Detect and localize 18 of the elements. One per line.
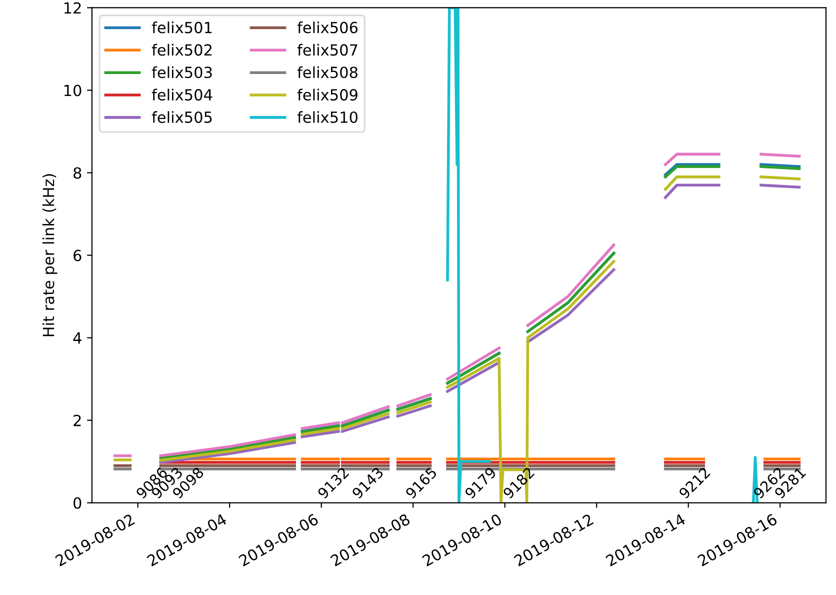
legend-label: felix501 — [152, 21, 212, 34]
legend-label: felix510 — [297, 111, 358, 124]
legend-label: felix502 — [152, 44, 212, 56]
legend-label: felix507 — [297, 44, 358, 56]
legend-label: felix503 — [152, 66, 212, 78]
y-tick-label: 4 — [73, 332, 82, 344]
legend-label: felix504 — [152, 88, 212, 101]
y-tick-label: 0 — [74, 497, 82, 509]
legend-label: felix506 — [297, 21, 358, 34]
y-tick-label: 2 — [74, 414, 81, 426]
legend-label: felix508 — [297, 66, 358, 78]
legend-label: felix509 — [297, 88, 358, 101]
y-tick-label: 8 — [74, 167, 82, 179]
y-axis-title: Hit rate per link (kHz) — [42, 174, 58, 336]
y-tick-label: 6 — [74, 250, 82, 262]
y-tick-label: 12 — [64, 2, 81, 14]
legend-label: felix505 — [152, 111, 212, 124]
y-tick-label: 10 — [64, 84, 82, 96]
